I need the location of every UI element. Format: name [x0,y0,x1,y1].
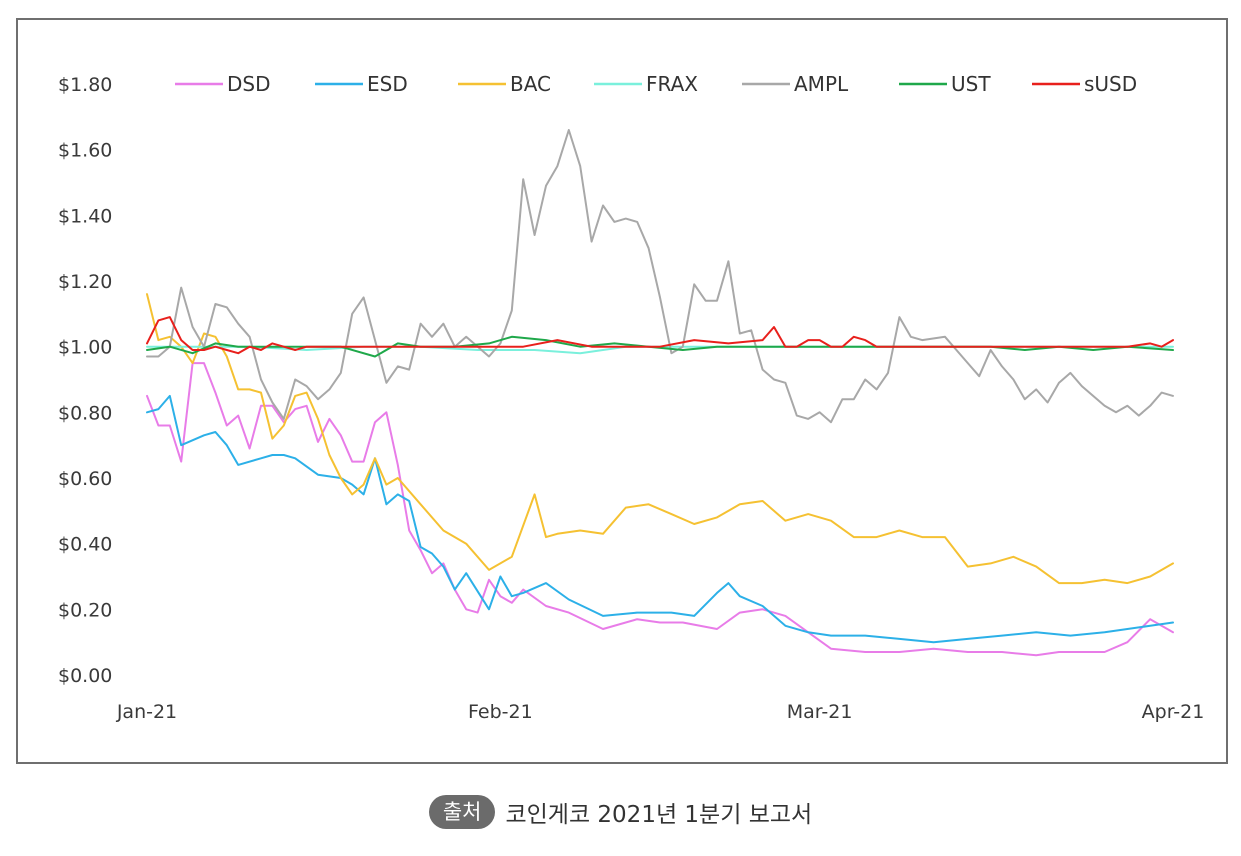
legend: DSD ESD BAC FRAX AMPL UST sUSD [175,72,1137,96]
legend-label: BAC [510,72,551,96]
y-tick-label: $1.60 [58,140,112,162]
legend-item-frax: FRAX [594,72,698,96]
series-line-susd [146,316,1174,355]
legend-label: UST [951,72,991,96]
legend-item-ust: UST [899,72,991,96]
y-tick-label: $0.80 [58,402,112,424]
y-tick-label: $1.20 [58,271,112,293]
legend-item-bac: BAC [458,72,551,96]
legend-label: sUSD [1084,72,1137,96]
y-tick-label: $1.80 [58,74,112,96]
series-line-ampl [146,129,1174,424]
legend-label: ESD [367,72,408,96]
y-tick-label: $0.60 [58,468,112,490]
legend-label: AMPL [794,72,849,96]
y-axis: $0.00 $0.20 $0.40 $0.60 $0.80 $1.00 $1.20 $1.40… [58,74,112,687]
x-tick-label: Apr-21 [1142,701,1205,723]
y-tick-label: $1.40 [58,205,112,227]
source-caption: 출처 코인게코 2021년 1분기 보고서 [0,792,1241,832]
legend-item-ampl: AMPL [742,72,849,96]
source-badge: 출처 [428,795,496,829]
legend-label: DSD [227,72,271,96]
legend-item-dsd: DSD [175,72,271,96]
line-chart: $0.00 $0.20 $0.40 $0.60 $0.80 $1.00 $1.20 $1.40… [58,72,1205,723]
series-line-bac [146,293,1174,585]
legend-item-susd: sUSD [1032,72,1137,96]
x-tick-label: Mar-21 [787,701,853,723]
series-layer [146,129,1174,657]
x-tick-label: Feb-21 [468,701,533,723]
chart-frame [16,18,1228,764]
legend-label: FRAX [646,72,698,96]
series-line-dsd [146,362,1174,657]
y-tick-label: $0.20 [58,599,112,621]
y-tick-label: $0.00 [58,665,112,687]
series-line-esd [146,394,1174,644]
x-axis: Jan-21 Feb-21 Mar-21 Apr-21 [116,701,1205,723]
legend-item-esd: ESD [315,72,408,96]
y-tick-label: $0.40 [58,534,112,556]
x-tick-label: Jan-21 [116,701,177,723]
y-tick-label: $1.00 [58,337,112,359]
source-text: 코인게코 2021년 1분기 보고서 [505,802,813,828]
